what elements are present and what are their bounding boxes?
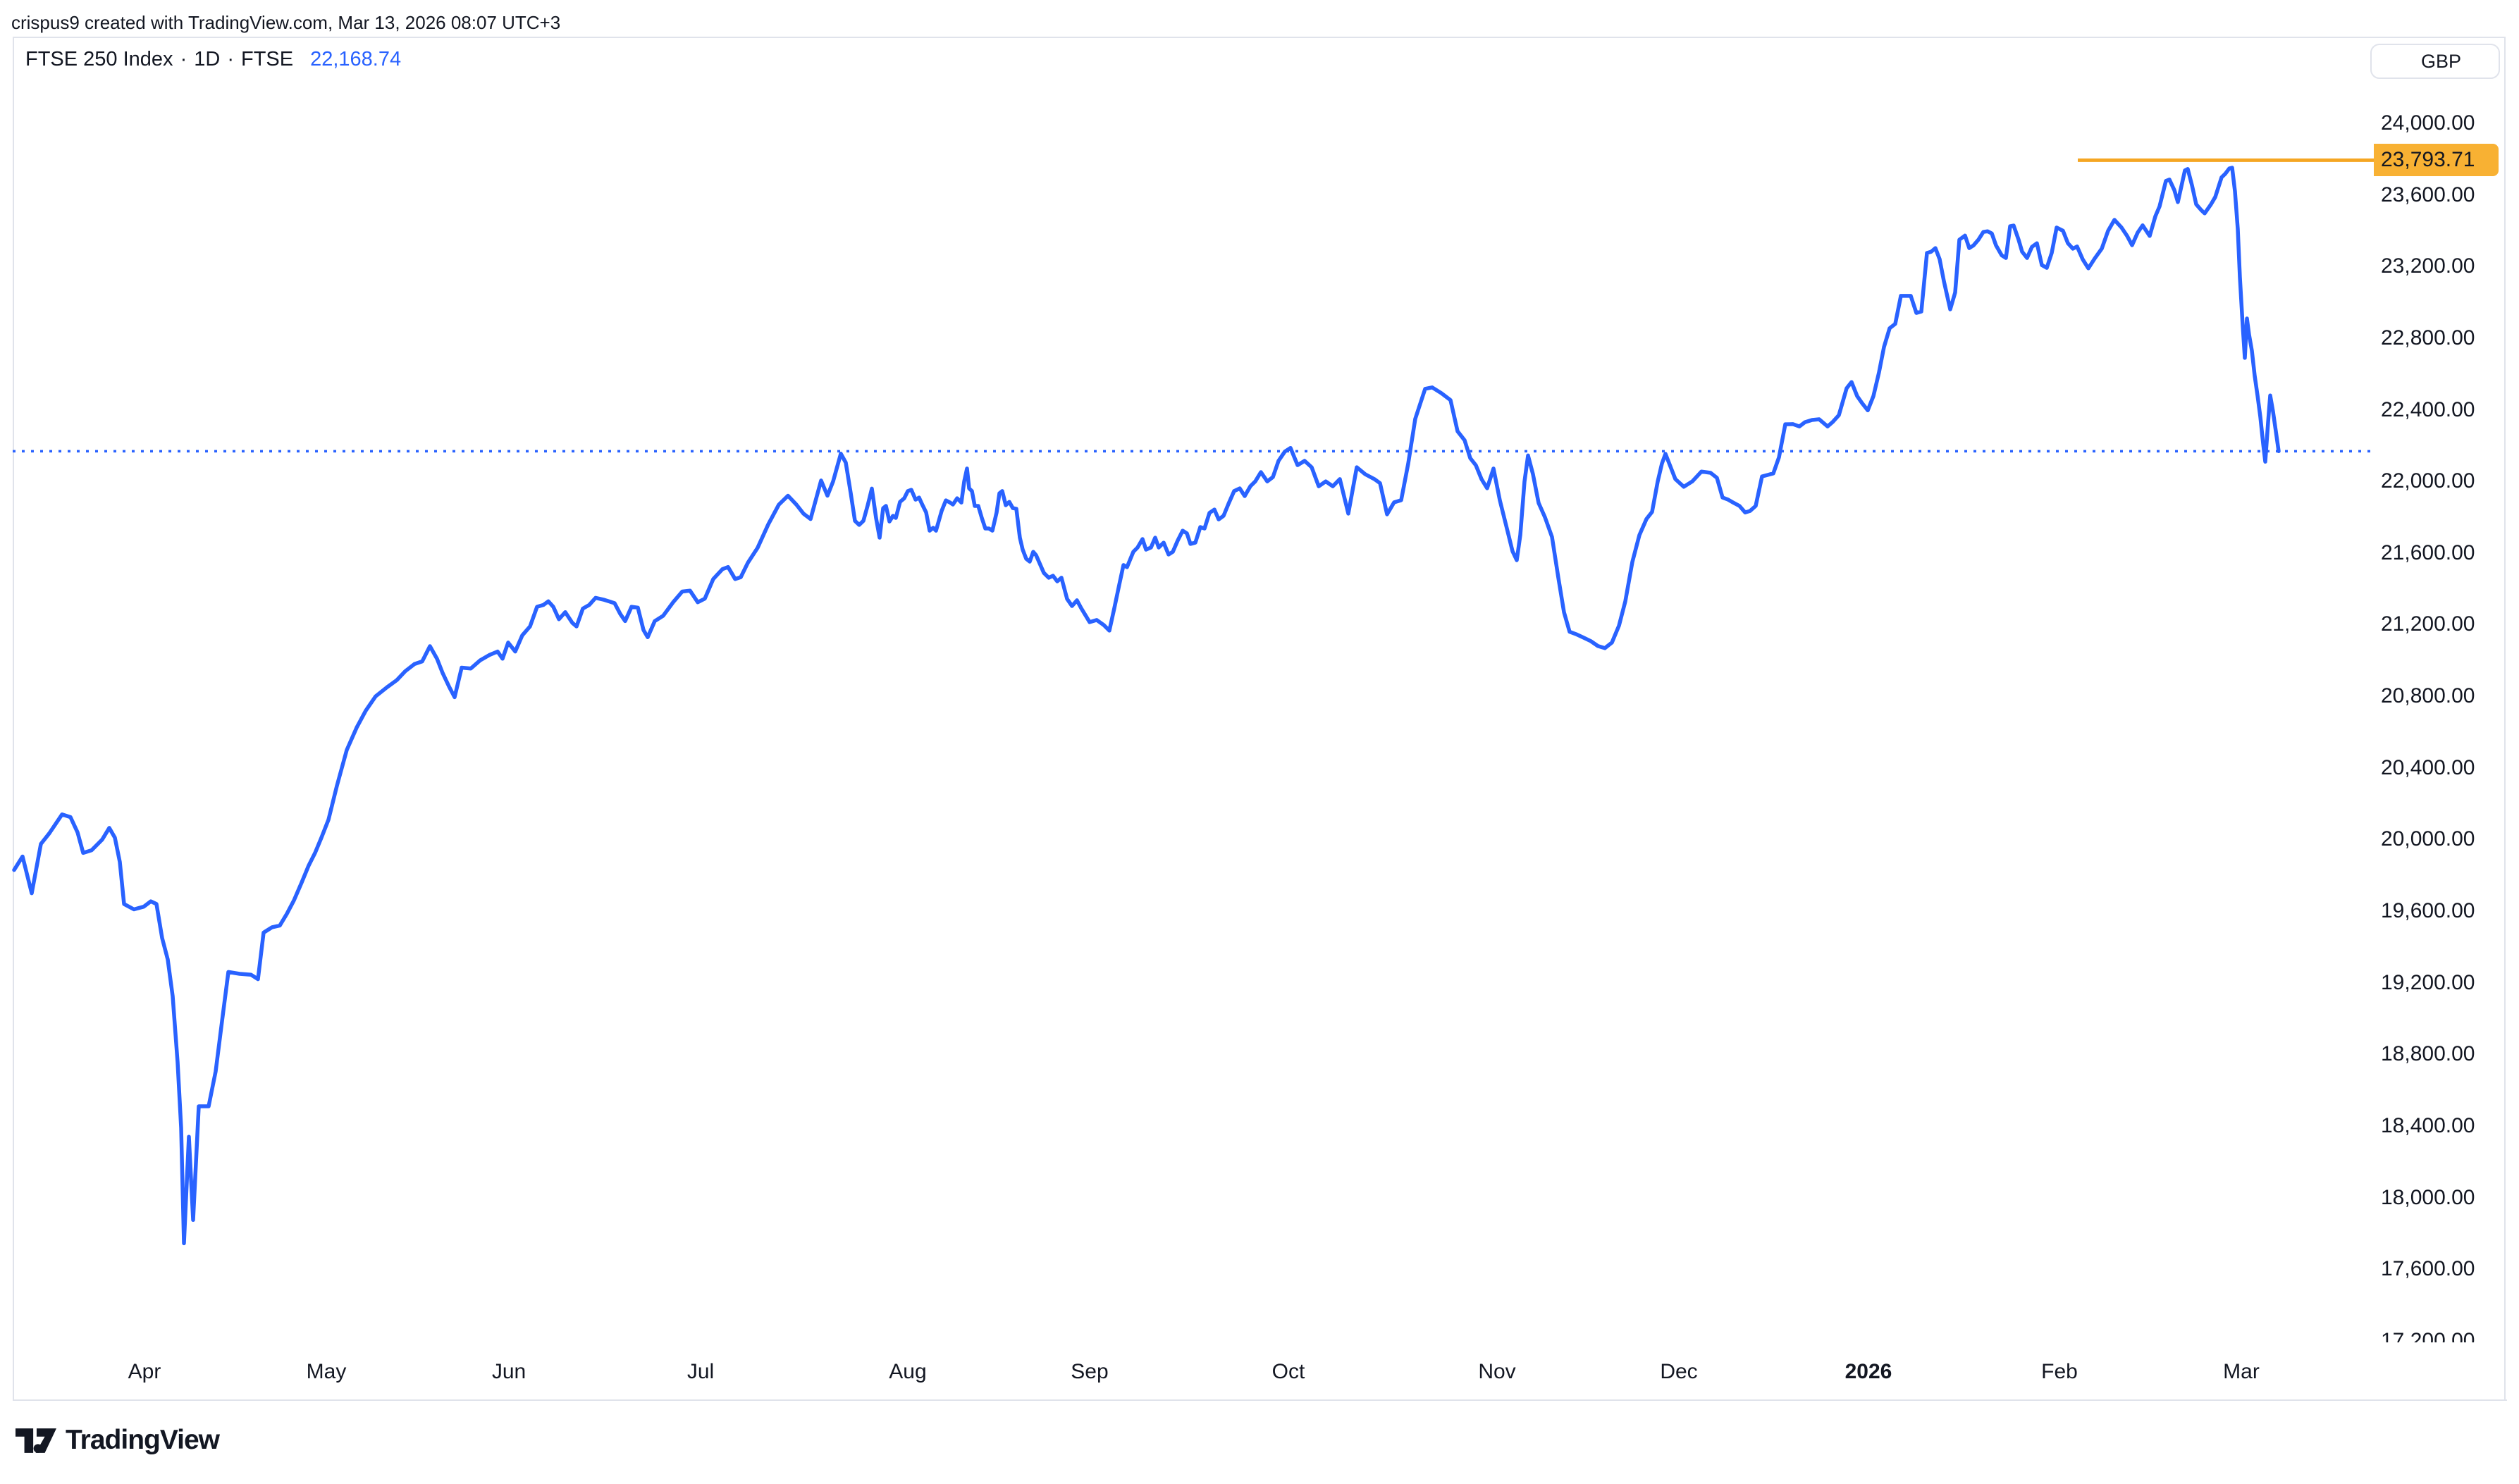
price-axis-label: 17,600.00 [2381,1257,2475,1281]
price-axis-label: 23,200.00 [2381,254,2475,278]
price-axis-label: 22,400.00 [2381,397,2475,421]
price-axis-label: 20,000.00 [2381,827,2475,851]
exchange-label: FTSE [240,48,294,70]
last-price-value: 22,168.74 [310,48,402,70]
time-axis-label-sep: Sep [1071,1360,1109,1383]
tradingview-logo[interactable]: TradingView [16,1425,220,1456]
price-axis-label: 24,000.00 [2381,111,2475,135]
time-axis-label-2026: 2026 [1844,1360,1892,1383]
legend-separator: · [227,48,234,70]
chart-legend[interactable]: FTSE 250 Index · 1D · FTSE 22,168.74 [25,48,401,71]
price-axis-label: 21,600.00 [2381,540,2475,564]
level-price-badge: 23,793.71 [2374,144,2499,177]
legend-separator: · [180,48,187,70]
price-axis-label: 18,800.00 [2381,1042,2475,1066]
price-axis-label: 19,200.00 [2381,970,2475,994]
time-axis-label-jun: Jun [491,1360,526,1383]
chart-border-bottom [13,1399,2507,1401]
time-axis-label-oct: Oct [1271,1360,1305,1383]
currency-button[interactable]: GBP [2370,44,2500,79]
tradingview-logo-icon [16,1428,56,1453]
chart-border-top [13,37,2506,38]
price-axis-label: 23,600.00 [2381,183,2475,206]
chart-border-left [13,37,14,1401]
time-axis[interactable]: Apr May Jun Jul Aug Sep Oct Nov Dec 2026 Feb Mar [0,1353,2519,1399]
price-axis-label: 17,200.00 [2381,1328,2475,1342]
time-axis-label-jul: Jul [686,1360,715,1383]
attribution-text: crispus9 created with TradingView.com, M… [11,12,561,33]
price-axis-label: 21,200.00 [2381,612,2475,636]
price-axis-label: 22,000.00 [2381,469,2475,493]
price-line-series [12,166,2281,1246]
price-axis-label: 18,400.00 [2381,1113,2475,1137]
chart-border-right [2504,37,2506,1401]
price-axis-label: 20,400.00 [2381,755,2475,779]
price-axis-label: 22,800.00 [2381,326,2475,350]
time-axis-label-apr: Apr [128,1360,161,1383]
time-axis-label-may: May [306,1360,347,1383]
time-axis-label-nov: Nov [1478,1360,1516,1383]
time-axis-label-feb: Feb [2041,1360,2078,1383]
tradingview-logo-text: TradingView [66,1425,220,1455]
price-axis-label: 19,600.00 [2381,899,2475,923]
symbol-title: FTSE 250 Index [25,48,173,70]
time-axis-label-aug: Aug [889,1360,927,1383]
price-axis-label: 18,000.00 [2381,1185,2475,1209]
price-axis-label: 20,800.00 [2381,684,2475,708]
interval-label: 1D [194,48,221,70]
time-axis-label-dec: Dec [1660,1360,1698,1383]
price-axis[interactable]: 23,793.71 24,000.00 23,600.00 23,200.00 22,… [2374,37,2505,1342]
time-axis-label-mar: Mar [2223,1360,2260,1383]
